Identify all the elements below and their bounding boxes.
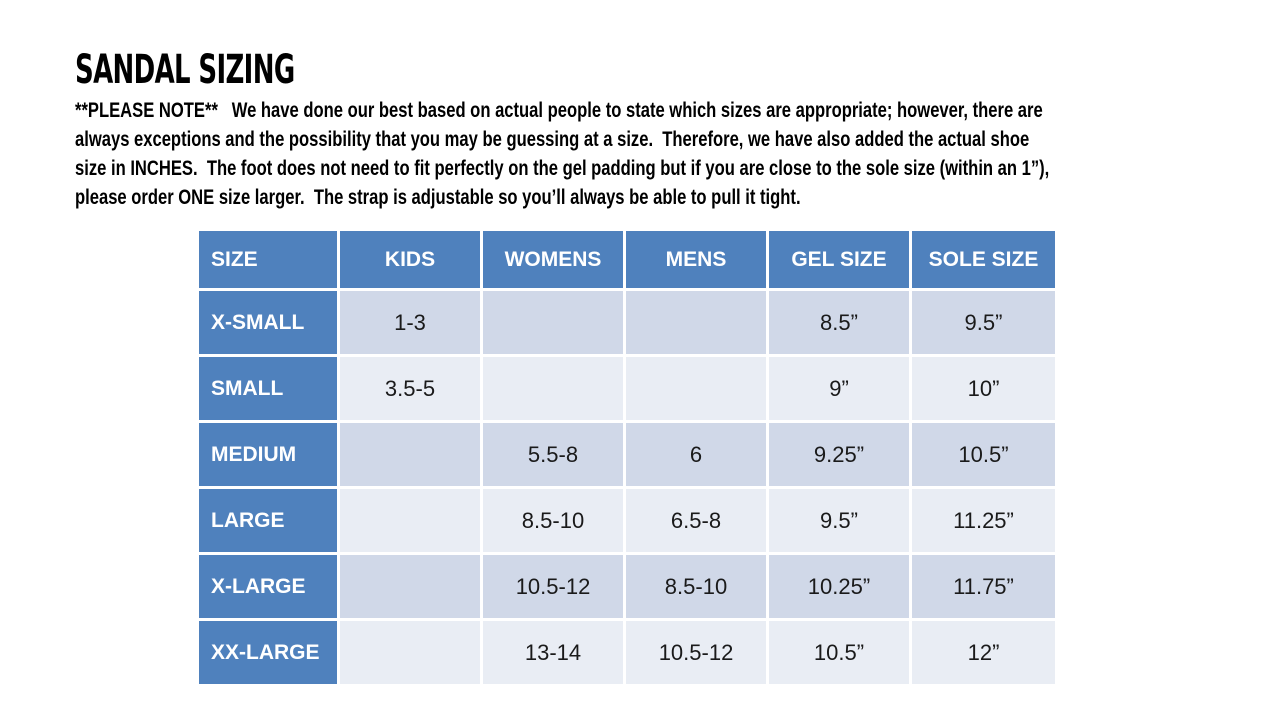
table-row: X-SMALL 1-3 8.5” 9.5” [199, 291, 1055, 357]
cell-gel: 9.25” [769, 423, 912, 489]
column-header-kids: KIDS [340, 231, 483, 291]
column-header-gel-size: GEL SIZE [769, 231, 912, 291]
cell-kids: 3.5-5 [340, 357, 483, 423]
cell-sole: 12” [912, 621, 1055, 687]
size-cell: MEDIUM [199, 423, 340, 489]
note-line: please order ONE size larger. The strap … [75, 186, 801, 209]
cell-womens [483, 291, 626, 357]
note-line: size in INCHES. The foot does not need t… [75, 157, 1050, 180]
size-cell: X-LARGE [199, 555, 340, 621]
cell-gel: 9.5” [769, 489, 912, 555]
column-header-size: SIZE [199, 231, 340, 291]
cell-kids [340, 489, 483, 555]
note-paragraph: **PLEASE NOTE** We have done our best ba… [75, 96, 1280, 212]
cell-mens [626, 291, 769, 357]
column-header-womens: WOMENS [483, 231, 626, 291]
cell-sole: 11.75” [912, 555, 1055, 621]
cell-mens: 6 [626, 423, 769, 489]
cell-gel: 9” [769, 357, 912, 423]
size-cell: X-SMALL [199, 291, 340, 357]
note-line: **PLEASE NOTE** We have done our best ba… [75, 99, 1043, 122]
cell-mens: 10.5-12 [626, 621, 769, 687]
cell-kids [340, 423, 483, 489]
cell-sole: 10” [912, 357, 1055, 423]
sizing-table: SIZE KIDS WOMENS MENS GEL SIZE SOLE SIZE… [199, 231, 1055, 687]
cell-mens: 6.5-8 [626, 489, 769, 555]
column-header-mens: MENS [626, 231, 769, 291]
cell-womens: 8.5-10 [483, 489, 626, 555]
cell-kids: 1-3 [340, 291, 483, 357]
note-line: always exceptions and the possibility th… [75, 128, 1030, 151]
cell-womens: 13-14 [483, 621, 626, 687]
column-header-sole-size: SOLE SIZE [912, 231, 1055, 291]
cell-sole: 11.25” [912, 489, 1055, 555]
size-cell: XX-LARGE [199, 621, 340, 687]
page-title: SANDAL SIZING [75, 47, 295, 93]
table-row: SMALL 3.5-5 9” 10” [199, 357, 1055, 423]
table-row: MEDIUM 5.5-8 6 9.25” 10.5” [199, 423, 1055, 489]
cell-womens [483, 357, 626, 423]
cell-gel: 10.25” [769, 555, 912, 621]
cell-mens: 8.5-10 [626, 555, 769, 621]
cell-kids [340, 621, 483, 687]
table-row: LARGE 8.5-10 6.5-8 9.5” 11.25” [199, 489, 1055, 555]
cell-sole: 10.5” [912, 423, 1055, 489]
table-header-row: SIZE KIDS WOMENS MENS GEL SIZE SOLE SIZE [199, 231, 1055, 291]
table-row: X-LARGE 10.5-12 8.5-10 10.25” 11.75” [199, 555, 1055, 621]
table-row: XX-LARGE 13-14 10.5-12 10.5” 12” [199, 621, 1055, 687]
cell-gel: 8.5” [769, 291, 912, 357]
cell-kids [340, 555, 483, 621]
cell-mens [626, 357, 769, 423]
size-cell: SMALL [199, 357, 340, 423]
size-cell: LARGE [199, 489, 340, 555]
cell-gel: 10.5” [769, 621, 912, 687]
cell-womens: 5.5-8 [483, 423, 626, 489]
cell-womens: 10.5-12 [483, 555, 626, 621]
cell-sole: 9.5” [912, 291, 1055, 357]
